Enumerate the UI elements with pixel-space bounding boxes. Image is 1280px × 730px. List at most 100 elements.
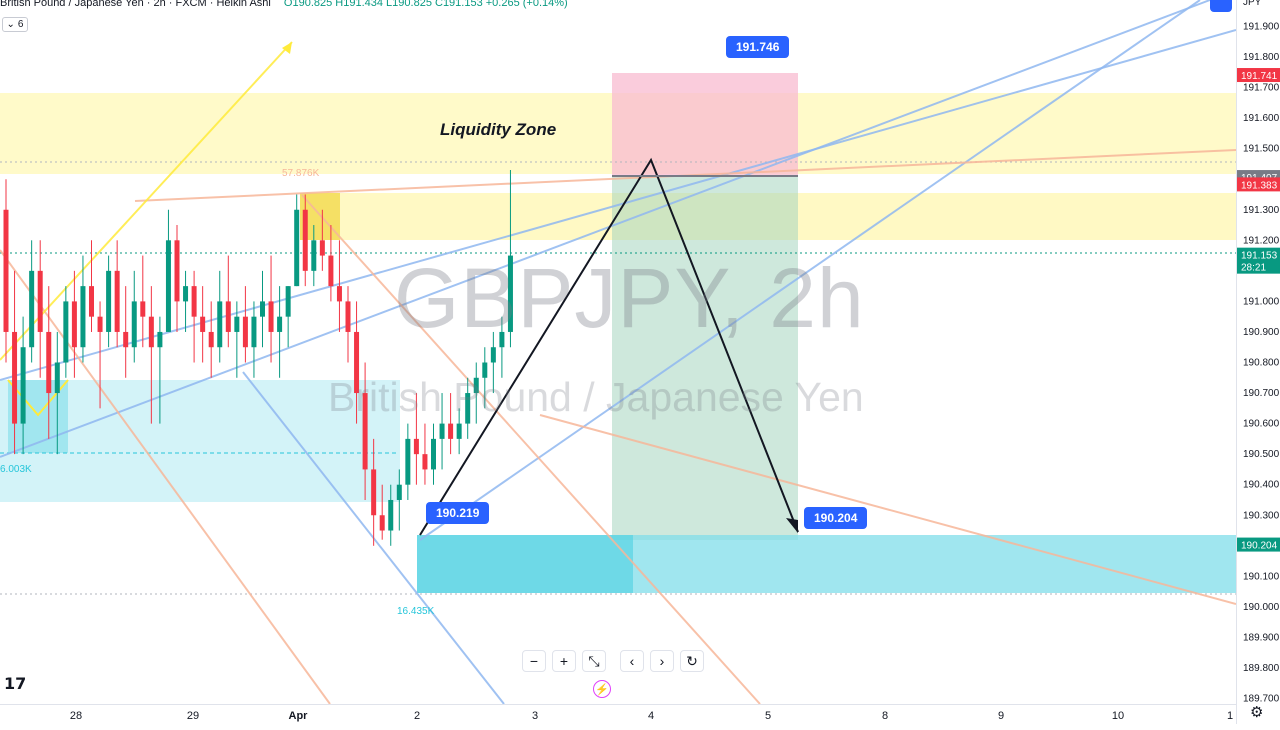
price-tick-label: 191.300: [1243, 205, 1280, 216]
candle-body: [208, 331, 214, 348]
projection-arrowhead: [786, 518, 798, 533]
candle-body: [63, 301, 69, 363]
candles-layer: [3, 170, 513, 546]
candle-body: [439, 423, 445, 439]
overlay-layer: [419, 157, 799, 536]
candle-body: [285, 286, 291, 317]
zones-layer: [0, 73, 1236, 595]
channel-upper-blue-line: [0, 29, 1236, 381]
candle-body: [499, 331, 505, 348]
candle-body: [225, 301, 231, 332]
target-high-callout[interactable]: 191.746: [726, 36, 790, 58]
candle-body: [294, 209, 300, 287]
candle-body: [106, 270, 112, 332]
candle-body: [114, 270, 120, 332]
time-tick-label: 4: [648, 710, 654, 722]
zoom-in-button[interactable]: +: [552, 650, 576, 672]
candle-body: [405, 438, 411, 485]
reset-chart-button[interactable]: ↻: [680, 650, 704, 672]
price-tick-label: 190.800: [1243, 358, 1280, 369]
symbol-title[interactable]: British Pound / Japanese Yen · 2h · FXCM…: [0, 0, 271, 9]
reset-scale-button[interactable]: ⤡: [582, 650, 606, 672]
candle-body: [388, 499, 394, 531]
alert-icon[interactable]: [1210, 0, 1232, 12]
time-tick-label: 9: [998, 710, 1004, 722]
candle-body: [242, 316, 248, 348]
candle-body: [482, 362, 488, 378]
candle-body: [362, 393, 368, 470]
time-tick-label: 5: [765, 710, 771, 722]
watermark-symbol: GBPJPY, 2h: [394, 251, 865, 345]
candle-body: [140, 301, 146, 317]
candle-body: [465, 393, 471, 424]
zoom-out-button[interactable]: −: [522, 650, 546, 672]
candle-body: [20, 347, 26, 424]
currency-label[interactable]: JPY: [1243, 0, 1262, 8]
time-tick-label: 10: [1112, 710, 1124, 722]
time-tick-label: 29: [187, 710, 199, 722]
price-tick-label: 191.900: [1243, 21, 1280, 32]
candle-body: [157, 331, 163, 348]
target-low-callout[interactable]: 190.204: [804, 507, 868, 529]
gear-icon[interactable]: ⚙: [1250, 704, 1264, 721]
liquidity-zone-label: Liquidity Zone: [440, 120, 557, 139]
price-tick-label: 189.900: [1243, 632, 1280, 643]
price-tick-label: 190.600: [1243, 419, 1280, 430]
yellow-projection-line: [0, 41, 293, 361]
ohlc-values: O190.825 H191.434 L190.825 C191.153 +0.2…: [283, 0, 568, 9]
indicator-collapse-button[interactable]: ⌄ 6: [2, 17, 28, 32]
price-tick-label: 191.600: [1243, 113, 1280, 124]
take-profit-box: [612, 175, 798, 540]
candle-body: [217, 301, 223, 348]
time-tick-label: 8: [882, 710, 888, 722]
time-axis[interactable]: 28 29 Apr 2 3 4 5 8 9 10 1: [0, 704, 1236, 725]
entry-low-callout[interactable]: 190.219: [426, 502, 490, 524]
chevron-down-icon: ⌄: [6, 19, 15, 30]
price-tick-label: 190.900: [1243, 327, 1280, 338]
price-tick-label: 189.800: [1243, 663, 1280, 674]
tradingview-logo-icon[interactable]: 17: [4, 674, 27, 693]
candle-body: [89, 286, 94, 317]
candle-body: [191, 286, 197, 317]
candle-body: [29, 270, 35, 348]
price-label-text: 191.153: [1241, 251, 1278, 262]
price-axis[interactable]: 191.900 191.800 191.700 191.600 191.500 191.3…: [1236, 0, 1280, 724]
price-tick-label: 191.800: [1243, 52, 1280, 63]
candle-body: [200, 316, 206, 332]
candle-body: [371, 469, 377, 516]
price-label-box: [1237, 247, 1280, 274]
demand-zone-target-origin: [417, 535, 633, 593]
yellow-arrowhead: [282, 42, 292, 54]
candle-body: [234, 316, 240, 332]
price-tick-label: 191.200: [1243, 235, 1280, 246]
candle-body: [431, 438, 436, 470]
scroll-right-button[interactable]: ›: [650, 650, 674, 672]
volume-label-high: 57.876K: [282, 168, 320, 179]
candle-body: [311, 240, 317, 271]
falling-orange-line-right: [539, 414, 1236, 605]
price-chart[interactable]: [0, 0, 1236, 704]
candle-body: [336, 286, 342, 302]
candle-body: [413, 438, 419, 455]
candle-body: [12, 331, 18, 424]
channel-lower-blue-line: [0, 0, 1211, 458]
time-tick-label: 28: [70, 710, 82, 722]
price-label-box: [1237, 537, 1280, 552]
candle-body: [448, 423, 454, 439]
scroll-left-button[interactable]: ‹: [620, 650, 644, 672]
price-label-text: 191.383: [1241, 180, 1278, 191]
candle-body: [46, 331, 52, 394]
volume-label-low: 16.435K: [397, 606, 435, 617]
projection-path: [419, 157, 799, 536]
candle-body: [71, 301, 77, 348]
chart-header: British Pound / Japanese Yen · 2h · FXCM…: [0, 0, 568, 11]
candle-body: [319, 240, 325, 256]
rising-blue-line: [419, 0, 1201, 541]
candle-body: [328, 255, 334, 287]
fire-icon[interactable]: ⚡: [593, 680, 611, 698]
candle-body: [3, 209, 9, 332]
time-tick-label: Apr: [289, 710, 309, 722]
candle-body: [507, 255, 513, 332]
price-label-text: 191.741: [1241, 71, 1278, 82]
candle-body: [260, 301, 265, 317]
